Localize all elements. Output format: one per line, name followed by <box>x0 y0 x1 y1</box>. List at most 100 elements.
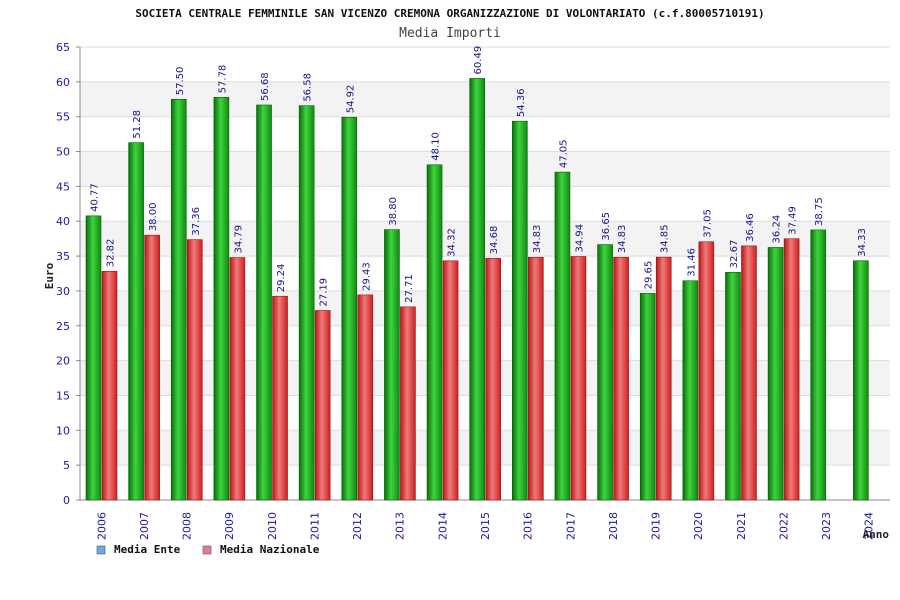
x-tick-label-2009: 2009 <box>223 512 236 540</box>
data-label-media-nazionale-2020: 37.05 <box>702 209 713 238</box>
bar-media-ente-2011 <box>298 105 315 501</box>
bar-media-ente-2015 <box>469 78 485 501</box>
data-label-media-nazionale-2014: 34.32 <box>447 228 458 257</box>
bar-media-ente-2021 <box>725 272 741 501</box>
data-label-media-nazionale-2012: 29.43 <box>361 262 372 291</box>
data-label-media-ente-2009: 57.78 <box>217 65 228 94</box>
data-label-media-ente-2011: 56.58 <box>303 73 314 102</box>
x-tick-label-2016: 2016 <box>522 512 535 540</box>
bar-media-nazionale-2011 <box>314 310 331 501</box>
data-label-media-nazionale-2011: 27.19 <box>319 278 330 307</box>
x-tick-label-2023: 2023 <box>820 512 833 540</box>
y-tick-label: 55 <box>56 111 70 124</box>
data-label-media-nazionale-2018: 34.83 <box>617 225 628 254</box>
bar-media-nazionale-2018 <box>613 256 629 501</box>
x-tick-label-2012: 2012 <box>351 512 364 540</box>
data-label-media-ente-2018: 36.65 <box>601 212 612 241</box>
bar-media-ente-2013 <box>384 229 400 501</box>
data-label-media-ente-2022: 36.24 <box>772 215 783 244</box>
y-tick-label: 65 <box>56 41 70 54</box>
bar-media-ente-2016 <box>512 120 528 501</box>
legend: Media Ente Media Nazionale <box>96 543 320 556</box>
y-axis-label: Euro <box>43 262 56 289</box>
bar-media-nazionale-2019 <box>655 256 672 501</box>
data-label-media-ente-2014: 48.10 <box>431 132 442 161</box>
y-tick-label: 5 <box>63 459 70 472</box>
bar-media-nazionale-2016 <box>528 256 544 501</box>
y-tick-label: 10 <box>56 424 70 437</box>
bar-media-ente-2007 <box>128 142 144 501</box>
y-tick-label: 15 <box>56 389 70 402</box>
bar-media-ente-2024 <box>853 260 869 501</box>
data-label-media-nazionale-2007: 38.00 <box>148 203 159 232</box>
bar-media-nazionale-2015 <box>485 258 501 501</box>
bar-media-ente-2014 <box>426 164 443 501</box>
grid-band <box>80 116 890 152</box>
bar-media-nazionale-2014 <box>442 260 459 501</box>
legend-swatch-media-nazionale <box>202 545 212 555</box>
data-label-media-ente-2016: 54.36 <box>516 89 527 118</box>
data-label-media-nazionale-2013: 27.71 <box>404 274 415 303</box>
bar-media-ente-2017 <box>554 171 571 501</box>
data-label-media-nazionale-2017: 34.94 <box>574 224 585 253</box>
data-label-media-ente-2017: 47.05 <box>558 139 569 168</box>
bar-media-nazionale-2022 <box>783 238 800 501</box>
x-axis-ticks: 2006 2007 2008 2009 2010 2011 2012 2013 2014 2015… <box>95 512 875 540</box>
y-tick-label: 30 <box>56 285 70 298</box>
x-tick-label-2011: 2011 <box>308 512 321 540</box>
bar-media-nazionale-2010 <box>272 295 288 501</box>
legend-label-media-ente: Media Ente <box>114 543 181 556</box>
bar-media-ente-2010 <box>256 104 272 501</box>
data-label-media-ente-2010: 56.68 <box>260 72 271 101</box>
x-tick-label-2020: 2020 <box>692 512 705 540</box>
x-axis-label: Anno <box>863 528 890 541</box>
data-label-media-nazionale-2010: 29.24 <box>276 264 287 293</box>
x-tick-label-2024: 2024 <box>863 512 876 540</box>
bar-media-nazionale-2017 <box>570 256 587 501</box>
bar-media-ente-2022 <box>767 247 784 501</box>
data-label-media-nazionale-2006: 32.82 <box>106 239 117 268</box>
legend-label-media-nazionale: Media Nazionale <box>220 543 320 556</box>
data-label-media-nazionale-2008: 37.36 <box>191 207 202 236</box>
y-tick-label: 45 <box>56 180 70 193</box>
bar-media-ente-2009 <box>213 97 230 501</box>
chart-title: SOCIETA CENTRALE FEMMINILE SAN VICENZO C… <box>135 7 764 20</box>
bar-media-nazionale-2021 <box>741 245 757 501</box>
data-label-media-ente-2006: 40.77 <box>90 183 101 212</box>
y-tick-label: 60 <box>56 76 70 89</box>
x-tick-label-2014: 2014 <box>436 512 449 540</box>
data-label-media-ente-2020: 31.46 <box>686 248 697 277</box>
y-tick-label: 35 <box>56 250 70 263</box>
data-label-media-nazionale-2019: 34.85 <box>660 224 671 253</box>
bar-media-ente-2023 <box>810 229 827 501</box>
bar-media-ente-2020 <box>682 280 699 501</box>
x-tick-label-2022: 2022 <box>777 512 790 540</box>
bar-media-nazionale-2009 <box>229 257 246 501</box>
data-labels: 40.77 32.82 51.28 38.00 57.50 37.36 57.78 34.79… <box>90 46 868 307</box>
data-label-media-ente-2007: 51.28 <box>132 110 143 139</box>
bar-media-ente-2008 <box>170 98 187 501</box>
bar-media-ente-2019 <box>639 293 656 501</box>
y-tick-label: 40 <box>56 215 70 228</box>
x-tick-label-2013: 2013 <box>394 512 407 540</box>
x-tick-label-2015: 2015 <box>479 512 492 540</box>
data-label-media-nazionale-2009: 34.79 <box>233 225 244 254</box>
data-label-media-ente-2019: 29.65 <box>644 261 655 290</box>
y-tick-label: 25 <box>56 320 70 333</box>
legend-swatch-media-ente <box>96 545 106 555</box>
grid-band <box>80 47 890 82</box>
x-tick-label-2021: 2021 <box>735 512 748 540</box>
x-tick-label-2007: 2007 <box>138 512 151 540</box>
x-tick-label-2018: 2018 <box>607 512 620 540</box>
chart-subtitle: Media Importi <box>399 26 501 41</box>
y-tick-label: 20 <box>56 355 70 368</box>
bar-media-nazionale-2008 <box>186 239 203 501</box>
x-tick-label-2006: 2006 <box>95 512 108 540</box>
y-tick-label: 0 <box>63 494 70 507</box>
bar-media-nazionale-2013 <box>400 306 416 501</box>
x-tick-label-2010: 2010 <box>266 512 279 540</box>
data-label-media-ente-2012: 54.92 <box>345 85 356 114</box>
grid-band <box>80 151 890 187</box>
data-label-media-ente-2015: 60.49 <box>473 46 484 75</box>
